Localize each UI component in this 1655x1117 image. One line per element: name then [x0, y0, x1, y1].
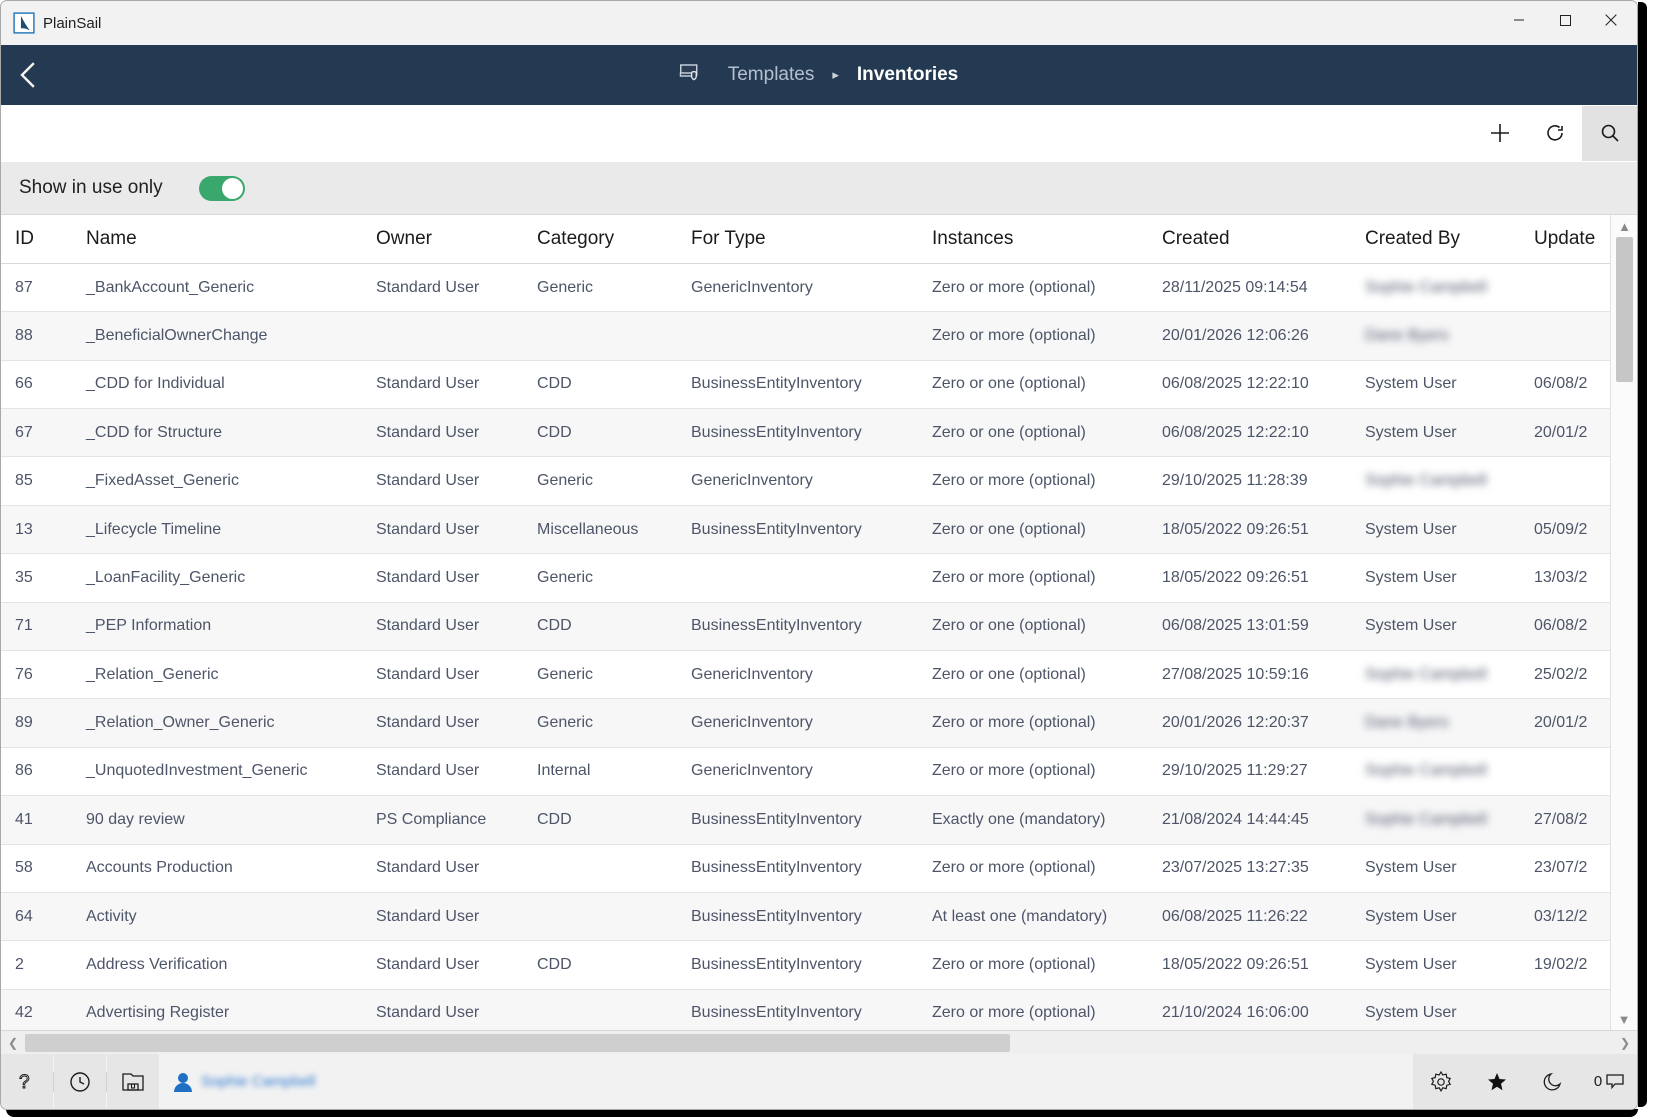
svg-text:?: ? [19, 1072, 30, 1093]
